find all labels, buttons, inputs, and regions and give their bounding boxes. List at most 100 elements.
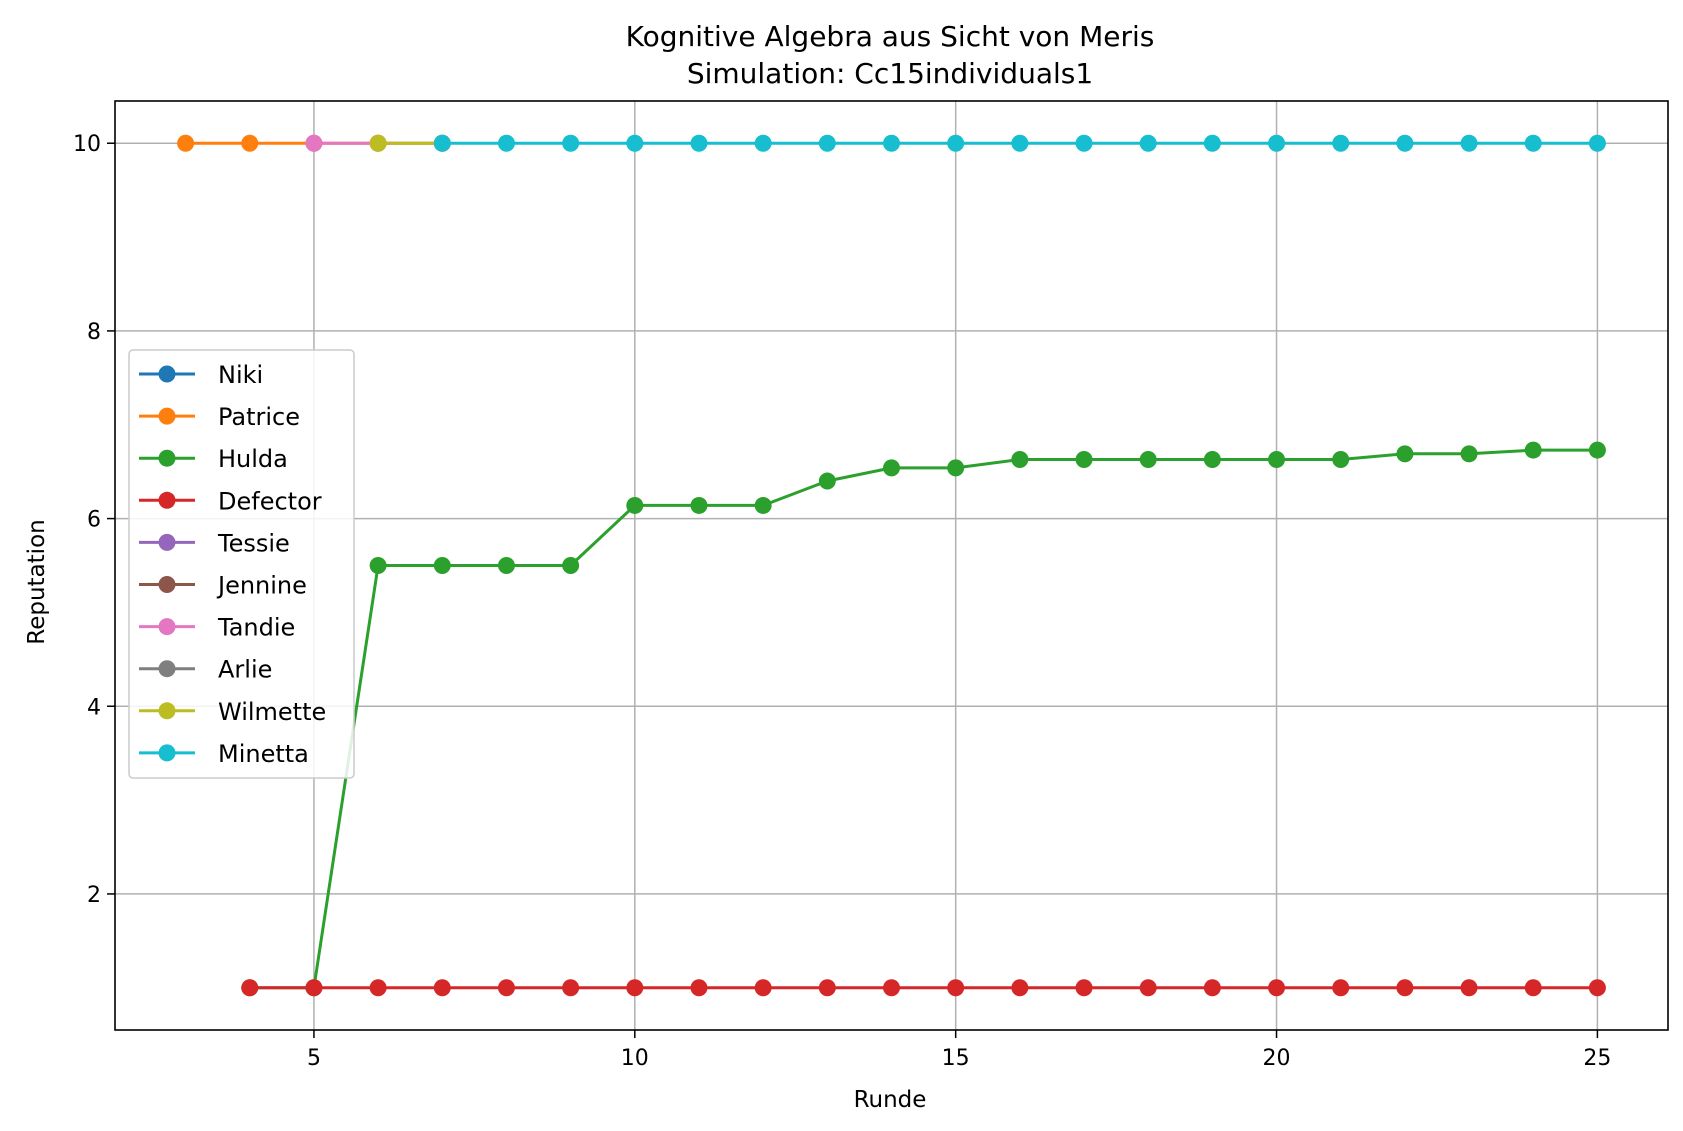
- data-point: [947, 459, 965, 477]
- data-point: [1139, 450, 1157, 468]
- y-axis-label: Reputation: [24, 519, 50, 644]
- axis-ticks: 5 10 15 20 25 2 4 6 8 10: [73, 132, 1611, 1071]
- data-point: [369, 557, 387, 574]
- data-point: [1268, 134, 1286, 152]
- data-point: [818, 134, 836, 152]
- data-point: [1011, 134, 1029, 152]
- data-point: [241, 134, 259, 152]
- data-point: [1396, 979, 1414, 997]
- data-point: [433, 557, 451, 574]
- legend-marker: [158, 576, 176, 593]
- chart-title: Kognitive Algebra aus Sicht von Meris: [626, 20, 1155, 53]
- data-point: [626, 979, 644, 997]
- legend-label: Hulda: [218, 445, 288, 473]
- data-point: [241, 979, 259, 997]
- data-point: [1268, 450, 1286, 468]
- data-point: [1203, 979, 1221, 997]
- x-tick-label: 10: [621, 1046, 649, 1071]
- data-point: [690, 134, 708, 152]
- data-point: [754, 979, 772, 997]
- data-point: [305, 979, 323, 997]
- y-tick-label: 8: [87, 320, 101, 345]
- data-point: [1460, 979, 1478, 997]
- legend-item: Patrice: [139, 403, 300, 431]
- data-point: [497, 557, 515, 574]
- data-point: [1139, 979, 1157, 997]
- series-minetta: [433, 134, 1606, 152]
- legend-marker: [158, 702, 176, 720]
- data-point: [1011, 979, 1029, 997]
- legend-item: Jennine: [139, 572, 307, 600]
- data-point: [433, 134, 451, 152]
- legend-label: Niki: [218, 361, 263, 389]
- series-defector: [241, 979, 1606, 997]
- x-tick-label: 25: [1583, 1046, 1611, 1071]
- data-point: [947, 979, 965, 997]
- legend-marker: [158, 744, 176, 762]
- data-point: [369, 979, 387, 997]
- y-tick-label: 4: [87, 695, 101, 720]
- data-point: [433, 979, 451, 997]
- y-tick-label: 6: [87, 508, 101, 533]
- data-point: [1332, 134, 1350, 152]
- data-point: [562, 134, 580, 152]
- data-point: [1460, 445, 1478, 463]
- data-point: [1075, 979, 1093, 997]
- data-point: [690, 496, 708, 514]
- series-hulda: [241, 441, 1606, 997]
- data-point: [1203, 134, 1221, 152]
- legend-label: Tandie: [217, 614, 295, 642]
- legend-label: Tessie: [217, 529, 290, 557]
- data-point: [1524, 441, 1542, 459]
- x-axis-label: Runde: [854, 1087, 927, 1113]
- legend: Niki Patrice Hulda Defector Tessie Jennine Tan…: [128, 349, 355, 779]
- data-point: [1075, 134, 1093, 152]
- data-point: [1396, 445, 1414, 463]
- data-point: [497, 134, 515, 152]
- data-point: [1332, 979, 1350, 997]
- data-point: [1396, 134, 1414, 152]
- legend-marker: [158, 365, 176, 383]
- data-point: [305, 134, 323, 152]
- data-point: [1588, 134, 1606, 152]
- legend-label: Arlie: [218, 656, 272, 684]
- data-point: [626, 134, 644, 152]
- data-point: [1460, 134, 1478, 152]
- data-point: [369, 134, 387, 152]
- data-point: [1524, 979, 1542, 997]
- data-point: [1588, 441, 1606, 459]
- data-point: [497, 979, 515, 997]
- data-point: [883, 459, 900, 477]
- legend-label: Patrice: [218, 403, 300, 431]
- data-point: [754, 134, 772, 152]
- data-point: [1011, 450, 1029, 468]
- chart-subtitle: Simulation: Cc15individuals1: [687, 57, 1093, 90]
- legend-label: Defector: [218, 487, 322, 515]
- legend-item: Wilmette: [139, 698, 326, 726]
- legend-marker: [158, 407, 176, 425]
- legend-label: Wilmette: [218, 698, 326, 726]
- legend-marker: [158, 660, 176, 678]
- data-point: [562, 557, 580, 574]
- series-lines: [177, 134, 1606, 997]
- data-point: [883, 134, 900, 152]
- data-point: [818, 472, 836, 490]
- legend-item: Niki: [139, 361, 263, 389]
- legend-item: Tandie: [139, 614, 295, 642]
- data-point: [1588, 979, 1606, 997]
- data-point: [1524, 134, 1542, 152]
- legend-item: Tessie: [139, 529, 290, 557]
- legend-marker: [158, 449, 176, 467]
- x-tick-label: 15: [942, 1046, 970, 1071]
- data-point: [1203, 450, 1221, 468]
- legend-item: Arlie: [139, 656, 272, 684]
- legend-label: Minetta: [218, 740, 309, 768]
- data-point: [177, 134, 195, 152]
- y-tick-label: 2: [87, 883, 101, 908]
- data-point: [1139, 134, 1157, 152]
- x-tick-label: 20: [1263, 1046, 1291, 1071]
- data-point: [818, 979, 836, 997]
- legend-marker: [158, 618, 176, 636]
